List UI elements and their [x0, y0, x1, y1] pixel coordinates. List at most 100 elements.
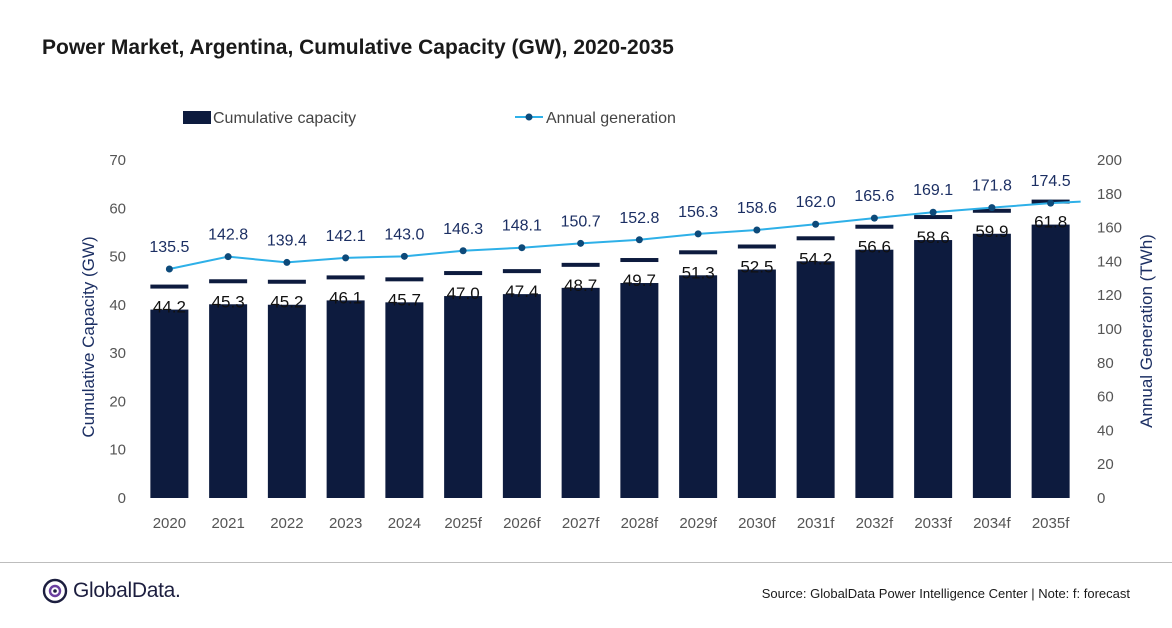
- bar-value-label: 54.2: [799, 249, 832, 268]
- bar-value-label: 45.7: [388, 290, 421, 309]
- line-value-label: 139.4: [267, 232, 307, 249]
- bar-cap: [855, 224, 894, 229]
- bar-value-label: 52.5: [740, 258, 773, 277]
- legend-line-label: Annual generation: [546, 110, 676, 127]
- y2-tick-label: 0: [1097, 490, 1105, 507]
- bar-cap: [737, 244, 776, 249]
- legend-bar-label: Cumulative capacity: [213, 110, 356, 127]
- line-value-label: 150.7: [561, 213, 601, 230]
- y2-tick-label: 60: [1097, 389, 1114, 406]
- line-marker: [753, 226, 761, 234]
- x-tick-label: 2032f: [856, 515, 894, 532]
- line-value-label: 169.1: [913, 182, 953, 199]
- legend-line-marker: [525, 113, 533, 121]
- line-value-label: 156.3: [678, 204, 718, 221]
- bar: [679, 275, 718, 498]
- line-marker: [812, 220, 820, 228]
- bar-value-label: 59.9: [975, 222, 1008, 241]
- line-value-label: 152.8: [619, 210, 659, 227]
- bar-cap: [620, 258, 659, 263]
- globaldata-logo: GlobalData.: [42, 578, 181, 604]
- bar-series: [150, 199, 1070, 499]
- y2-tick-label: 160: [1097, 220, 1122, 237]
- line-value-label: 142.8: [208, 227, 248, 244]
- x-tick-label: 2020: [153, 515, 186, 532]
- bar-value-label: 47.0: [447, 284, 480, 303]
- y-tick-label: 0: [118, 490, 126, 507]
- y2-tick-label: 180: [1097, 186, 1122, 203]
- x-tick-label: 2035f: [1032, 515, 1070, 532]
- bar-value-label: 44.2: [153, 298, 186, 317]
- line-value-label: 146.3: [443, 221, 483, 238]
- y2-tick-label: 120: [1097, 287, 1122, 304]
- x-tick-label: 2029f: [679, 515, 717, 532]
- y2-tick-label: 40: [1097, 422, 1114, 439]
- line-marker: [1047, 199, 1055, 207]
- x-tick-label: 2021: [211, 515, 244, 532]
- line-value-label: 142.1: [326, 228, 366, 245]
- y-tick-label: 40: [109, 297, 126, 314]
- line-marker: [988, 204, 996, 212]
- line-value-label: 165.6: [854, 188, 894, 205]
- x-tick-label: 2027f: [562, 515, 600, 532]
- line-marker: [635, 236, 643, 244]
- y2-tick-label: 80: [1097, 355, 1114, 372]
- bar: [855, 249, 894, 498]
- line-marker: [694, 230, 702, 238]
- line-marker: [283, 258, 291, 266]
- bar: [620, 283, 659, 498]
- bar-cap: [385, 277, 424, 282]
- x-tick-label: 2025f: [444, 515, 482, 532]
- line-marker: [224, 253, 232, 261]
- y-tick-label: 20: [109, 393, 126, 410]
- y2-tick-label: 100: [1097, 321, 1122, 338]
- bar-cap: [502, 269, 541, 274]
- bar: [914, 240, 953, 498]
- line-marker: [929, 208, 937, 216]
- line-marker: [577, 239, 585, 247]
- legend: Cumulative capacity Annual generation: [183, 110, 676, 127]
- chart-area: Cumulative capacity Annual generation 0 10…: [79, 110, 1156, 532]
- bar-value-label: 46.1: [329, 288, 362, 307]
- line-value-label: 135.5: [149, 239, 189, 256]
- y2-tick-label: 140: [1097, 253, 1122, 270]
- y2-tick-label: 200: [1097, 152, 1122, 169]
- x-tick-label: 2034f: [973, 515, 1011, 532]
- logo-text: GlobalData.: [73, 579, 181, 602]
- line-value-label: 143.0: [384, 226, 424, 243]
- bar-value-label: 49.7: [623, 271, 656, 290]
- y-tick-label: 10: [109, 442, 126, 459]
- line-marker: [518, 244, 526, 252]
- line-series: [165, 199, 1081, 273]
- axes: 0 10 20 30 40 50 60 70 0 20 40 60 80 100 120 140 160 180 2…: [79, 152, 1156, 532]
- bar: [326, 300, 365, 498]
- bar: [385, 302, 424, 498]
- line-value-label: 171.8: [972, 178, 1012, 195]
- x-tick-label: 2023: [329, 515, 362, 532]
- line-marker: [400, 252, 408, 260]
- chart-title: Power Market, Argentina, Cumulative Capa…: [42, 36, 674, 59]
- y-tick-label: 60: [109, 200, 126, 217]
- bar: [1031, 224, 1070, 498]
- line-marker: [165, 265, 173, 273]
- x-tick-label: 2026f: [503, 515, 541, 532]
- line-value-label: 162.0: [796, 194, 836, 211]
- bar-cap: [267, 279, 306, 284]
- footer-divider: [0, 562, 1172, 563]
- bar-cap: [914, 215, 953, 220]
- bar-cap: [796, 236, 835, 241]
- source-note: Source: GlobalData Power Intelligence Ce…: [761, 586, 1130, 601]
- bar: [796, 261, 835, 498]
- bar-cap: [679, 250, 718, 255]
- bar: [502, 294, 541, 498]
- x-tick-label: 2024: [388, 515, 421, 532]
- bar-value-label: 45.2: [270, 293, 303, 312]
- bar: [267, 304, 306, 498]
- legend-bar-swatch: [183, 111, 211, 124]
- line-value-label: 148.1: [502, 218, 542, 235]
- bar: [737, 269, 776, 498]
- data-labels: 44.2 45.3 45.2 46.1 45.7 47.0 47.4 48.7 49.7 51.3…: [149, 173, 1070, 316]
- bar-cap: [209, 279, 248, 284]
- y-tick-label: 30: [109, 345, 126, 362]
- bar-value-label: 48.7: [564, 276, 597, 295]
